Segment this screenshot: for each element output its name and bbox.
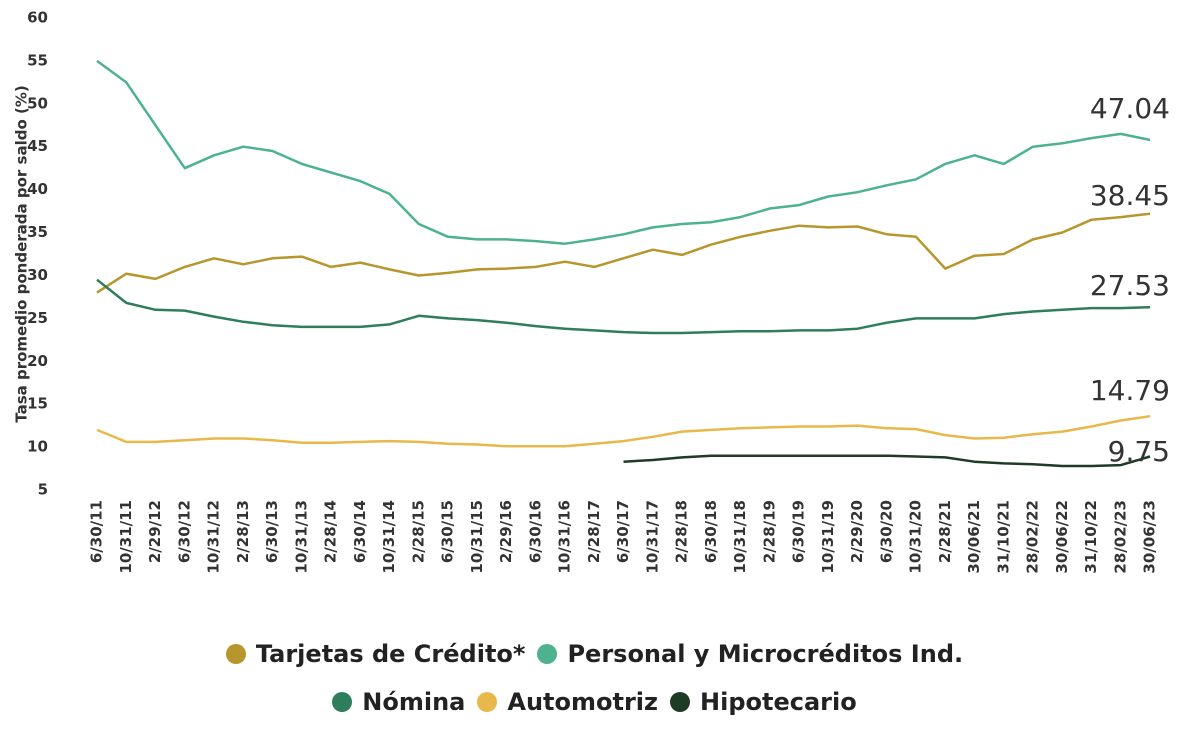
end-label: 38.45	[1090, 179, 1170, 212]
x-tick-label: 6/30/15	[439, 500, 457, 563]
legend-swatch	[670, 692, 690, 712]
x-tick-label: 10/31/16	[556, 500, 574, 574]
x-tick-label: 6/30/19	[790, 500, 808, 563]
y-tick-label: 25	[27, 309, 48, 327]
x-tick-label: 2/28/19	[760, 500, 778, 563]
legend-item: Nómina	[332, 688, 465, 716]
y-tick-label: 5	[38, 481, 48, 499]
y-tick-label: 35	[27, 223, 48, 241]
x-tick-label: 2/28/18	[673, 500, 691, 563]
legend-swatch	[225, 644, 246, 664]
x-tick-label: 2/28/13	[234, 500, 252, 563]
series-line	[623, 454, 1151, 468]
x-tick-label: 2/29/12	[146, 500, 164, 563]
legend-label: Tarjetas de Crédito*	[255, 640, 526, 668]
x-tick-label: 6/30/11	[88, 500, 106, 563]
end-label: 47.04	[1090, 92, 1170, 125]
x-tick-label: 10/31/11	[117, 500, 135, 574]
x-tick-label: 28/02/22	[1024, 500, 1042, 574]
y-tick-label: 15	[27, 395, 48, 413]
legend-label: Automotriz	[507, 688, 658, 716]
y-tick-label: 30	[27, 266, 48, 284]
x-tick-label: 6/30/12	[175, 500, 193, 563]
end-label: 9.75	[1108, 435, 1170, 468]
legend-swatch	[477, 692, 498, 712]
x-tick-label: 2/28/21	[936, 500, 954, 563]
legend-label: Nómina	[362, 688, 466, 716]
x-tick-label: 6/30/14	[351, 500, 369, 563]
x-tick-label: 6/30/17	[614, 500, 632, 563]
x-tick-label: 2/28/17	[585, 500, 603, 563]
x-tick-label: 2/29/16	[497, 500, 515, 563]
y-axis-label: Tasa promedio ponderada por saldo (%)	[13, 85, 31, 422]
x-tick-label: 2/28/15	[409, 500, 427, 563]
legend-item: Tarjetas de Crédito*	[225, 640, 526, 668]
x-tick-label: 10/31/13	[292, 500, 310, 574]
series-line	[96, 414, 1151, 448]
x-tick-label: 10/31/14	[380, 500, 398, 574]
x-tick-label: 10/31/19	[819, 500, 837, 574]
legend-label: Personal y Microcréditos Ind.	[567, 640, 964, 668]
legend-swatch	[537, 644, 558, 664]
legend-item: Automotriz	[477, 688, 658, 716]
legend-swatch	[332, 692, 353, 712]
x-tick-label: 31/10/21	[994, 500, 1012, 574]
x-tick-label: 2/28/14	[322, 500, 340, 563]
x-tick-label: 30/06/21	[965, 500, 983, 574]
y-tick-label: 40	[27, 180, 48, 198]
y-tick-label: 45	[27, 137, 48, 155]
x-tick-label: 10/31/17	[643, 500, 661, 574]
y-tick-label: 60	[27, 9, 48, 27]
y-tick-label: 20	[27, 352, 48, 370]
legend-label: Hipotecario	[700, 688, 857, 716]
series-line	[96, 278, 1151, 335]
x-tick-label: 2/29/20	[848, 500, 866, 563]
end-label: 14.79	[1090, 374, 1170, 407]
y-tick-label: 50	[27, 94, 48, 112]
series-line	[96, 59, 1151, 245]
chart: Tasa promedio ponderada por saldo (%) 5 1…	[13, 9, 1171, 574]
legend: Tarjetas de Crédito* Personal y Microcréd…	[0, 640, 1189, 716]
x-tick-label: 10/31/18	[731, 500, 749, 574]
x-tick-label: 10/31/20	[907, 500, 925, 574]
x-tick-label: 30/06/23	[1141, 500, 1159, 574]
y-tick-label: 10	[27, 438, 48, 456]
end-label: 27.53	[1090, 269, 1170, 302]
x-tick-label: 6/30/13	[263, 500, 281, 563]
x-tick-label: 28/02/23	[1111, 500, 1129, 574]
x-tick-label: 6/30/16	[526, 500, 544, 563]
x-tick-label: 10/31/15	[468, 500, 486, 574]
legend-item: Personal y Microcréditos Ind.	[537, 640, 963, 668]
x-tick-label: 30/06/22	[1053, 500, 1071, 574]
x-tick-label: 6/30/18	[702, 500, 720, 563]
x-tick-label: 6/30/20	[877, 500, 895, 563]
x-tick-label: 31/10/22	[1082, 500, 1100, 574]
series-line	[96, 212, 1151, 294]
x-tick-label: 10/31/12	[205, 500, 223, 574]
y-tick-label: 55	[27, 51, 48, 69]
legend-item: Hipotecario	[670, 688, 857, 716]
